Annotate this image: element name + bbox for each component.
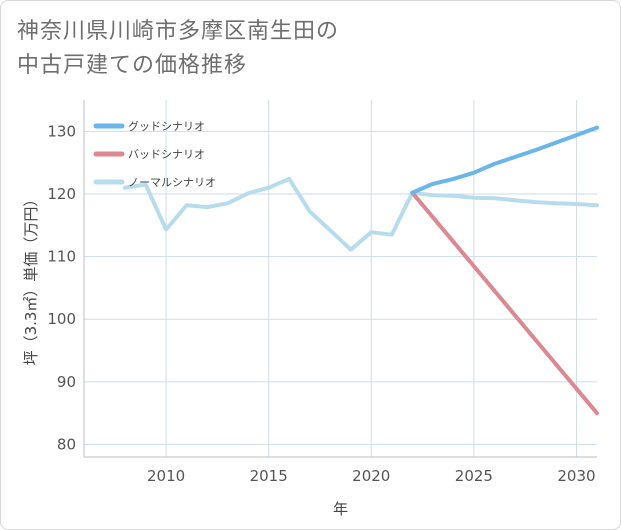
chart-title-line-2: 中古戸建ての価格推移 — [17, 53, 248, 78]
y-tick-labels: 80 90 100 110 120 130 — [47, 122, 76, 453]
x-tick-label: 2015 — [250, 467, 288, 485]
series-line-1 — [410, 190, 599, 416]
series-lines — [123, 125, 599, 416]
chart-title: 神奈川県川崎市多摩区南生田の 中古戸建ての価格推移 — [17, 15, 339, 83]
chart-title-line-1: 神奈川県川崎市多摩区南生田の — [17, 19, 340, 44]
grid-lines — [84, 100, 597, 457]
legend-label: グッドシナリオ — [128, 119, 205, 133]
y-tick-label: 100 — [47, 310, 76, 328]
x-tick-label: 2010 — [147, 467, 185, 485]
legend-label: ノーマルシナリオ — [128, 176, 216, 189]
series-line-2 — [123, 176, 599, 252]
y-axis-title: 坪（3.3㎡）単価（万円） — [22, 192, 40, 366]
plot-frame — [83, 100, 597, 458]
legend-label: バッドシナリオ — [128, 148, 205, 161]
y-tick-label: 120 — [47, 185, 76, 203]
series-line-0 — [410, 125, 599, 195]
x-tick-label: 2020 — [352, 467, 390, 485]
y-tick-label: 80 — [57, 435, 76, 453]
x-axis-title: 年 — [333, 500, 348, 518]
x-tick-label: 2030 — [557, 467, 595, 485]
x-tick-labels: 2010 2015 2020 2025 2030 — [147, 467, 596, 485]
y-tick-label: 90 — [57, 373, 76, 391]
x-tick-label: 2025 — [455, 467, 493, 485]
y-tick-label: 130 — [47, 122, 76, 140]
y-tick-label: 110 — [47, 248, 76, 266]
